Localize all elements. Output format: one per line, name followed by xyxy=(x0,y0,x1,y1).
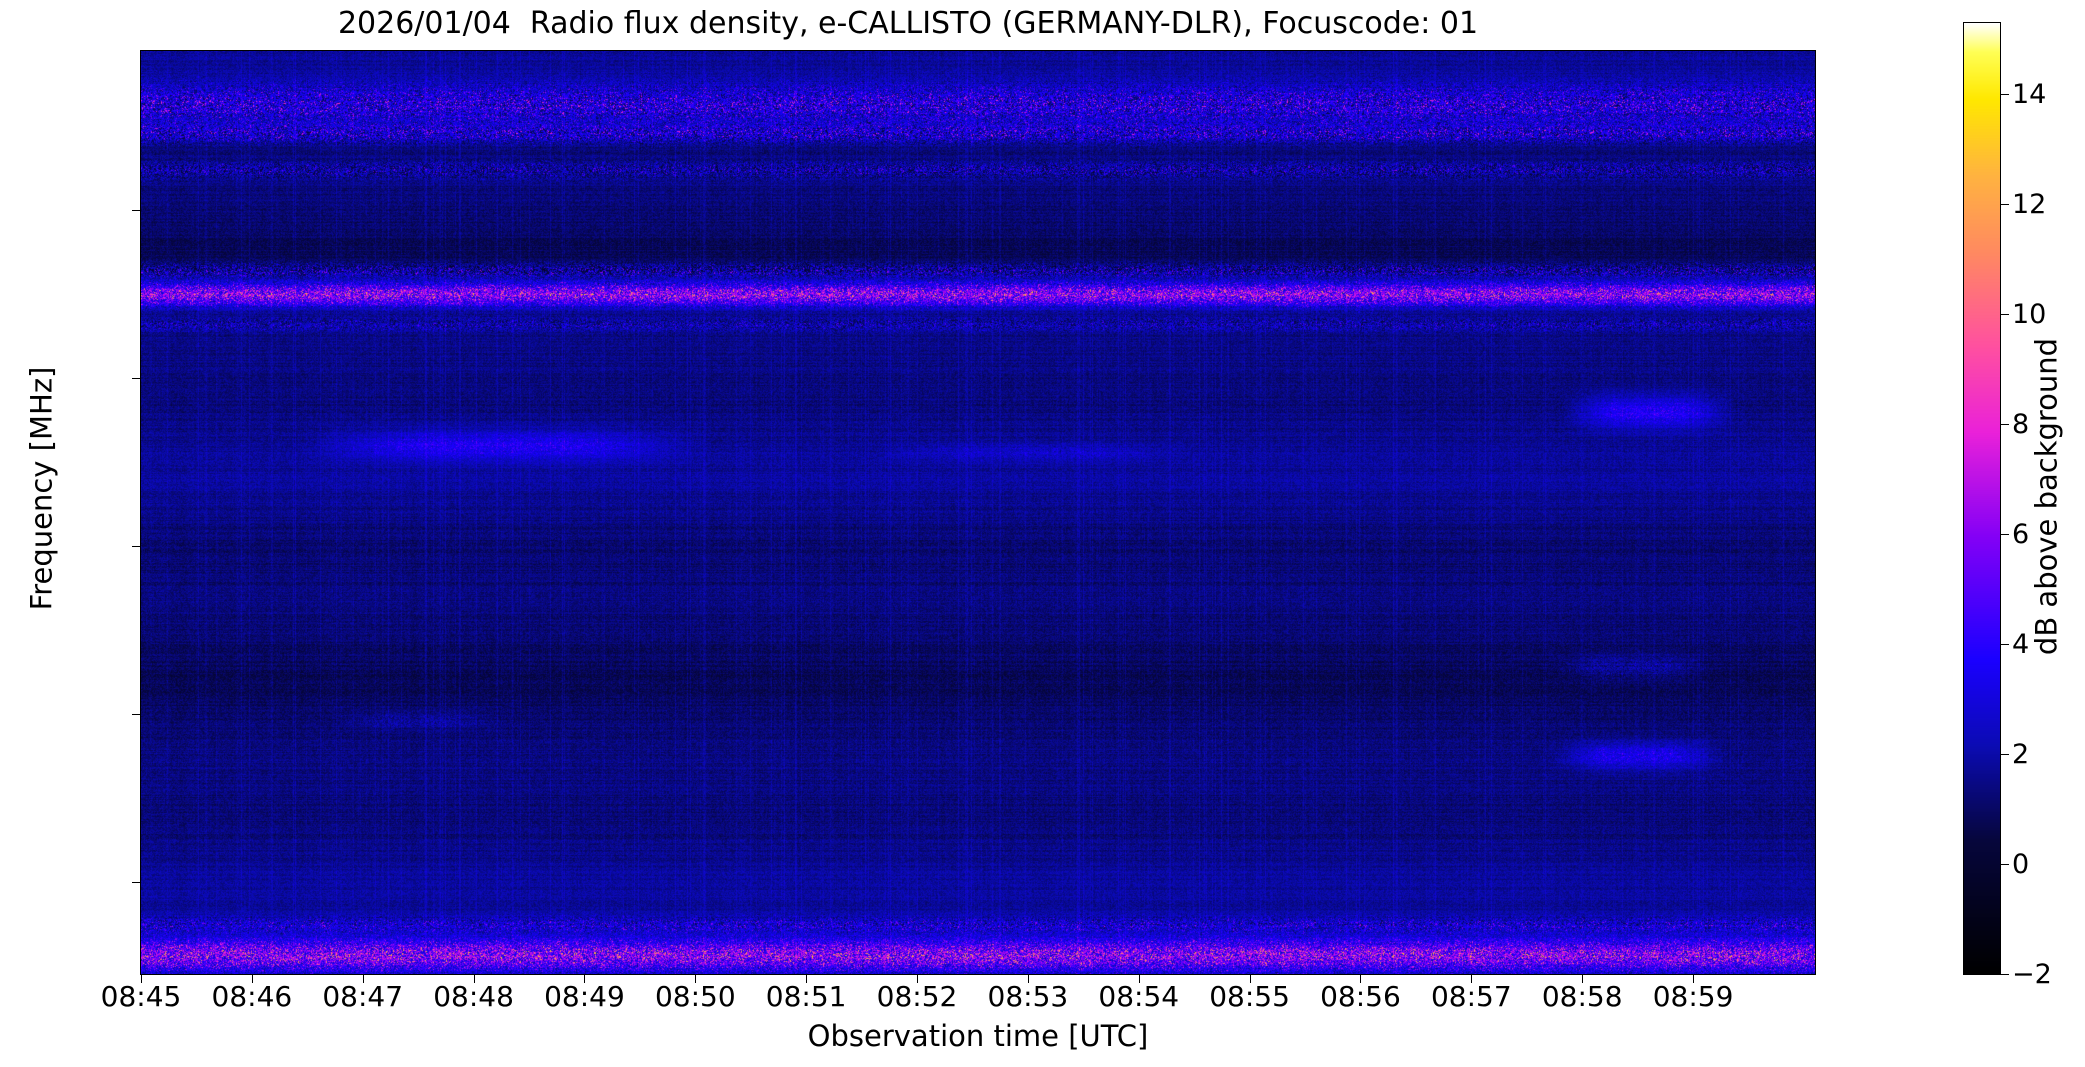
x-axis-tick-mark xyxy=(1693,975,1695,983)
colorbar-tick-mark xyxy=(2001,424,2009,426)
x-axis-tick-mark xyxy=(1138,975,1140,983)
colorbar-tick-label: 0 xyxy=(2012,849,2030,881)
spectrogram-plot-area[interactable] xyxy=(140,50,1816,975)
colorbar-tick-mark xyxy=(2001,974,2009,975)
y-axis-tick-mark xyxy=(132,378,140,380)
colorbar-tick-label: 10 xyxy=(2012,299,2047,331)
x-axis-tick-label: 08:50 xyxy=(654,980,736,1013)
x-axis-tick-label: 08:48 xyxy=(433,980,514,1013)
colorbar-tick-label: −2 xyxy=(2012,959,2052,990)
colorbar-tick-mark xyxy=(2001,94,2009,96)
x-axis-tick-label: 08:52 xyxy=(876,980,958,1013)
colorbar-gradient xyxy=(1964,23,2000,974)
x-axis-tick-label: 08:56 xyxy=(1320,980,1401,1013)
x-axis-tick-mark xyxy=(251,975,253,983)
colorbar-tick-mark xyxy=(2001,314,2009,316)
colorbar-tick-label: 6 xyxy=(2012,519,2030,551)
colorbar-tick-mark xyxy=(2001,204,2009,206)
x-axis-label: Observation time [UTC] xyxy=(807,1019,1149,1053)
x-axis-tick-mark xyxy=(141,975,142,983)
x-axis-tick-label: 08:57 xyxy=(1430,980,1512,1013)
x-axis-tick-mark xyxy=(362,975,364,983)
y-axis-tick-mark xyxy=(132,546,140,548)
colorbar-tick-label: 14 xyxy=(2012,79,2047,111)
page-title: 2026/01/04 Radio flux density, e-CALLIST… xyxy=(337,6,1479,41)
x-axis-tick-mark xyxy=(917,975,919,983)
colorbar-tick-label: 2 xyxy=(2012,739,2030,771)
x-axis-tick-label: 08:49 xyxy=(544,980,625,1013)
x-axis-tick-label: 08:45 xyxy=(100,980,182,1013)
x-axis-tick-mark xyxy=(1027,975,1029,983)
y-axis-tick-mark xyxy=(132,881,140,883)
colorbar-tick-label: 4 xyxy=(2012,629,2030,661)
colorbar-tick-mark xyxy=(2001,864,2009,866)
x-axis-tick-mark xyxy=(1471,975,1473,983)
x-axis-tick-mark xyxy=(695,975,697,983)
spectrogram-image[interactable] xyxy=(141,51,1815,974)
colorbar-tick-mark xyxy=(2001,754,2009,756)
colorbar-tick-label: 12 xyxy=(2012,189,2047,221)
x-axis-tick-label: 08:46 xyxy=(211,980,293,1013)
x-axis-tick-label: 08:58 xyxy=(1541,980,1623,1013)
x-axis-tick-label: 08:54 xyxy=(1098,980,1180,1013)
colorbar-tick-mark xyxy=(2001,644,2009,646)
colorbar[interactable] xyxy=(1963,22,2001,975)
y-axis-label: Frequency [MHz] xyxy=(24,366,59,611)
y-axis-tick-mark xyxy=(132,210,140,212)
x-axis-tick-mark xyxy=(584,975,586,983)
x-axis-tick-mark xyxy=(806,975,808,983)
colorbar-label: dB above background xyxy=(2029,337,2064,656)
x-axis-tick-mark xyxy=(473,975,475,983)
x-axis-tick-label: 08:55 xyxy=(1209,980,1290,1013)
x-axis-tick-label: 08:59 xyxy=(1652,980,1734,1013)
x-axis-tick-mark xyxy=(1360,975,1362,983)
colorbar-tick-label: 8 xyxy=(2012,409,2030,441)
y-axis-tick-mark xyxy=(132,713,140,715)
x-axis-tick-mark xyxy=(1249,975,1251,983)
x-axis-tick-label: 08:53 xyxy=(987,980,1069,1013)
colorbar-tick-mark xyxy=(2001,534,2009,536)
x-axis-tick-label: 08:51 xyxy=(765,980,847,1013)
x-axis-tick-label: 08:47 xyxy=(322,980,404,1013)
x-axis-tick-mark xyxy=(1582,975,1584,983)
